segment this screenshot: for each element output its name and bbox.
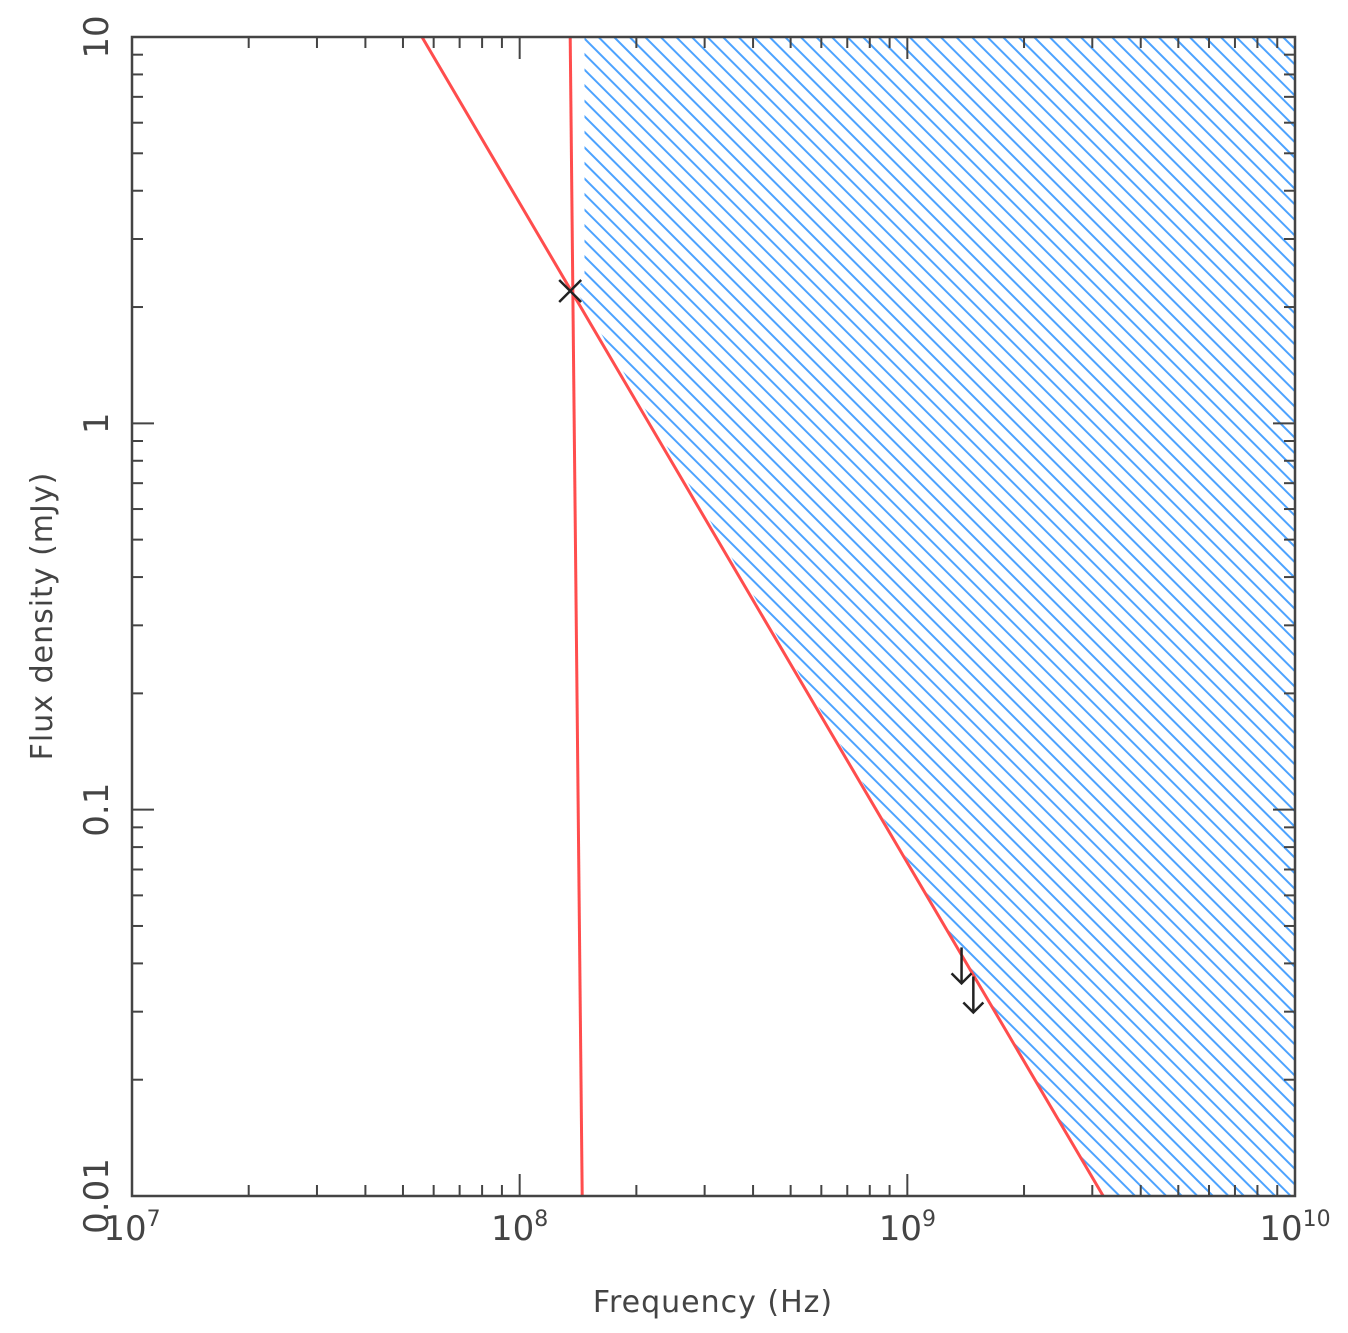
tick-labels: 107 108 109 1010 0.01 0.1 1 10 [77, 15, 1331, 1249]
arrow-head [950, 972, 973, 986]
series-line-2 [568, 37, 584, 1196]
plot-frame [130, 35, 1297, 1198]
x-tick-label-4: 1010 [1259, 1207, 1330, 1249]
y-tick-label-4: 10 [77, 15, 117, 58]
x-axis-title: Frequency (Hz) [593, 1285, 833, 1320]
hatched-region [576, 37, 1295, 1196]
upper-limit-arrow-1 [950, 947, 973, 986]
axis-ticks [131, 37, 1295, 1197]
arrow-head [962, 1001, 985, 1015]
y-tick-label-3: 1 [77, 413, 117, 435]
x-tick-label-3: 109 [879, 1207, 936, 1249]
y-tick-label-2: 0.1 [77, 783, 117, 837]
cross-stroke-b [558, 279, 583, 303]
x-tick-label-1: 107 [103, 1207, 160, 1249]
upper-limit-arrow-2 [962, 976, 985, 1015]
series-line-1 [420, 37, 1105, 1196]
x-tick-label-2: 108 [491, 1207, 548, 1249]
y-tick-label-1: 0.01 [77, 1158, 117, 1234]
y-axis-title: Flux density (mJy) [25, 472, 60, 761]
plot-area [420, 37, 1295, 1196]
cross-marker-1 [558, 279, 583, 303]
